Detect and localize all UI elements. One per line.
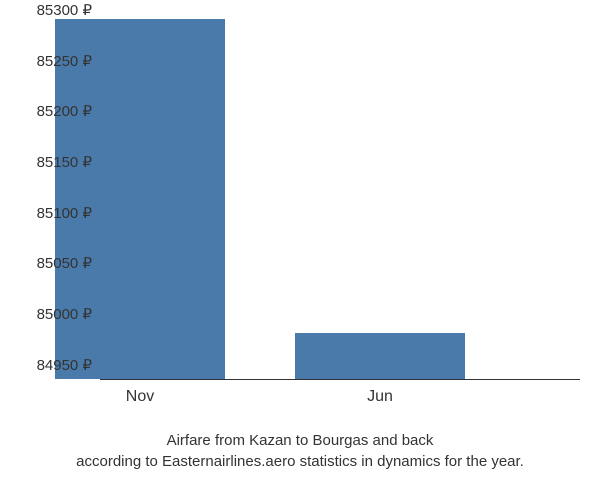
caption-line-2: according to Easternairlines.aero statis…: [76, 453, 524, 470]
y-tick-label: 85300 ₽: [2, 1, 92, 19]
chart-caption: Airfare from Kazan to Bourgas and back a…: [0, 430, 600, 472]
y-tick-label: 85250 ₽: [2, 52, 92, 70]
caption-line-1: Airfare from Kazan to Bourgas and back: [167, 432, 434, 449]
y-tick-label: 85000 ₽: [2, 305, 92, 323]
y-tick-label: 85100 ₽: [2, 204, 92, 222]
plot-area: [100, 10, 580, 380]
bar: [55, 19, 225, 379]
y-tick-label: 84950 ₽: [2, 356, 92, 374]
airfare-chart: Airfare from Kazan to Bourgas and back a…: [0, 0, 600, 500]
x-tick-label: Nov: [126, 388, 154, 406]
y-tick-label: 85050 ₽: [2, 254, 92, 272]
x-tick-label: Jun: [367, 388, 393, 406]
y-tick-label: 85150 ₽: [2, 153, 92, 171]
bar: [295, 333, 465, 379]
y-tick-label: 85200 ₽: [2, 102, 92, 120]
